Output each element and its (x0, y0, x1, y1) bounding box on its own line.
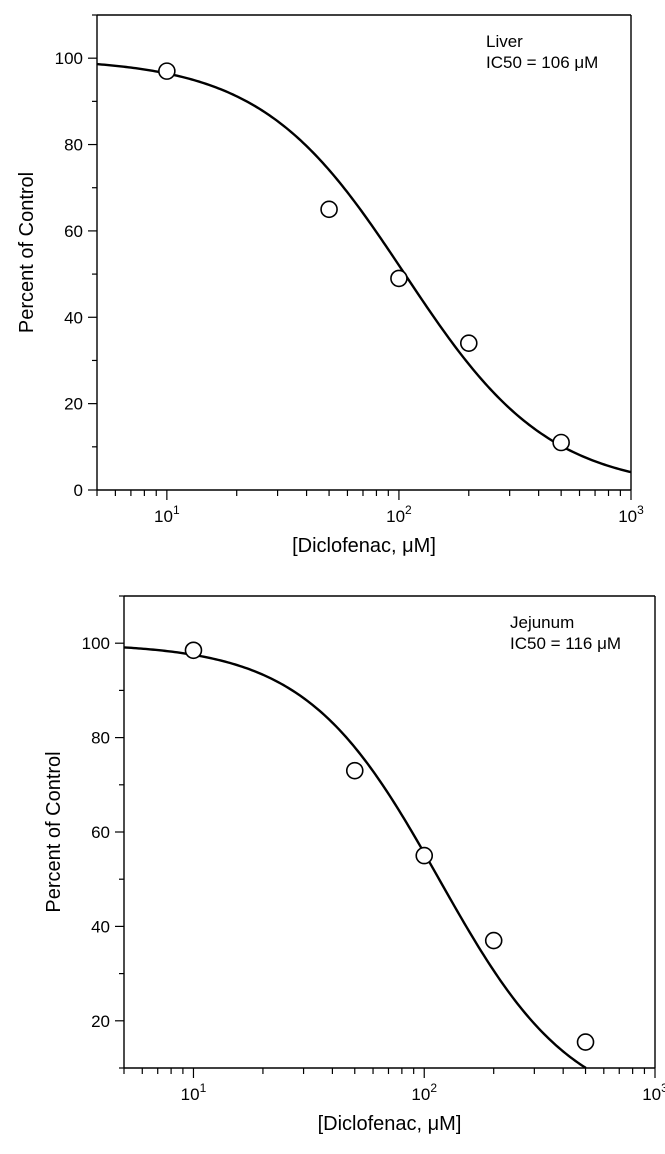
chart1-x-tick-label: 101 (154, 503, 180, 526)
chart1-fit-curve (96, 62, 632, 474)
chart1-panel: 0 20 40 60 80 100 101 102 103 [Diclofenac, μM] Per… (16, 14, 644, 557)
chart2-y-tick-label: 40 (91, 917, 110, 936)
chart1-x-tick-label: 102 (386, 503, 412, 526)
chart1-x-axis-title: [Diclofenac, μM] (292, 535, 436, 557)
chart2-y-axis-title: Percent of Control (43, 751, 65, 912)
chart2-data-point (576, 1033, 595, 1051)
chart2-data-point (184, 641, 203, 660)
chart2-x-tick-label: 101 (181, 1081, 207, 1104)
chart1-y-tick-label: 0 (74, 481, 83, 500)
chart1-data-point (552, 433, 570, 452)
chart1-y-axis-title: Percent of Control (16, 172, 38, 333)
chart2-panel: 20 40 60 80 100 101 102 103 [Diclofenac, μM] Perc… (43, 595, 665, 1135)
chart2-x-tick-label: 103 (642, 1081, 665, 1104)
chart1-data-point (390, 269, 408, 288)
chart1-data-point (459, 334, 478, 352)
chart1-y-tick-label: 80 (64, 136, 83, 155)
chart1-y-tick-label: 100 (55, 49, 83, 68)
chart2-x-tick-label: 102 (411, 1081, 437, 1104)
chart1-data-point (158, 62, 176, 80)
chart2-fit-curve (123, 646, 587, 1070)
chart1-data-point (320, 200, 338, 219)
chart2-y-tick-label: 20 (91, 1012, 110, 1031)
chart2-x-axis-title: [Diclofenac, μM] (318, 1113, 462, 1135)
chart2-annotation-line: IC50 = 116 μM (510, 634, 621, 653)
chart1-x-tick-label: 103 (618, 503, 644, 526)
chart1-annotation-line: Liver (486, 32, 523, 51)
chart2-y-tick-label: 60 (91, 823, 110, 842)
chart2-data-point (484, 931, 503, 950)
chart1-annotation-line: IC50 = 106 μM (486, 53, 598, 72)
chart2-data-point (415, 846, 434, 865)
chart2-y-tick-label: 100 (82, 634, 110, 653)
chart1-y-tick-label: 40 (64, 308, 83, 327)
chart2-y-tick-label: 80 (91, 729, 110, 748)
chart2-data-point (345, 761, 364, 780)
chart2-annotation-line: Jejunum (510, 613, 574, 632)
chart1-y-tick-label: 20 (64, 395, 83, 414)
chart1-y-tick-label: 60 (64, 222, 83, 241)
